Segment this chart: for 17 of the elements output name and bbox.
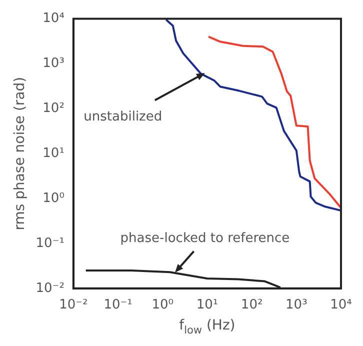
y-tick-label: 10⁴ [42, 11, 64, 26]
y-tick-label: 10⁻² [36, 280, 64, 296]
annotation: phase-locked to reference [120, 230, 290, 246]
x-tick-label: 10⁻¹ [104, 298, 132, 313]
x-tick-label: 10⁻² [59, 298, 88, 313]
annotation: unstabilized [84, 109, 162, 124]
x-tick-label: 10⁴ [330, 298, 352, 313]
x-tick-label: 10² [240, 298, 263, 313]
y-tick-label: 10⁰ [42, 190, 64, 206]
x-tick-label: 10³ [286, 298, 308, 313]
y-axis-title: rms phase noise (rad) [12, 76, 28, 230]
x-tick-label: 10⁰ [152, 298, 174, 313]
y-tick-label: 10¹ [42, 146, 64, 161]
y-tick-label: 10⁻¹ [36, 236, 64, 251]
y-tick-label: 10² [42, 101, 64, 116]
y-tick-label: 10³ [42, 56, 64, 72]
x-tick-label: 10¹ [196, 298, 218, 313]
